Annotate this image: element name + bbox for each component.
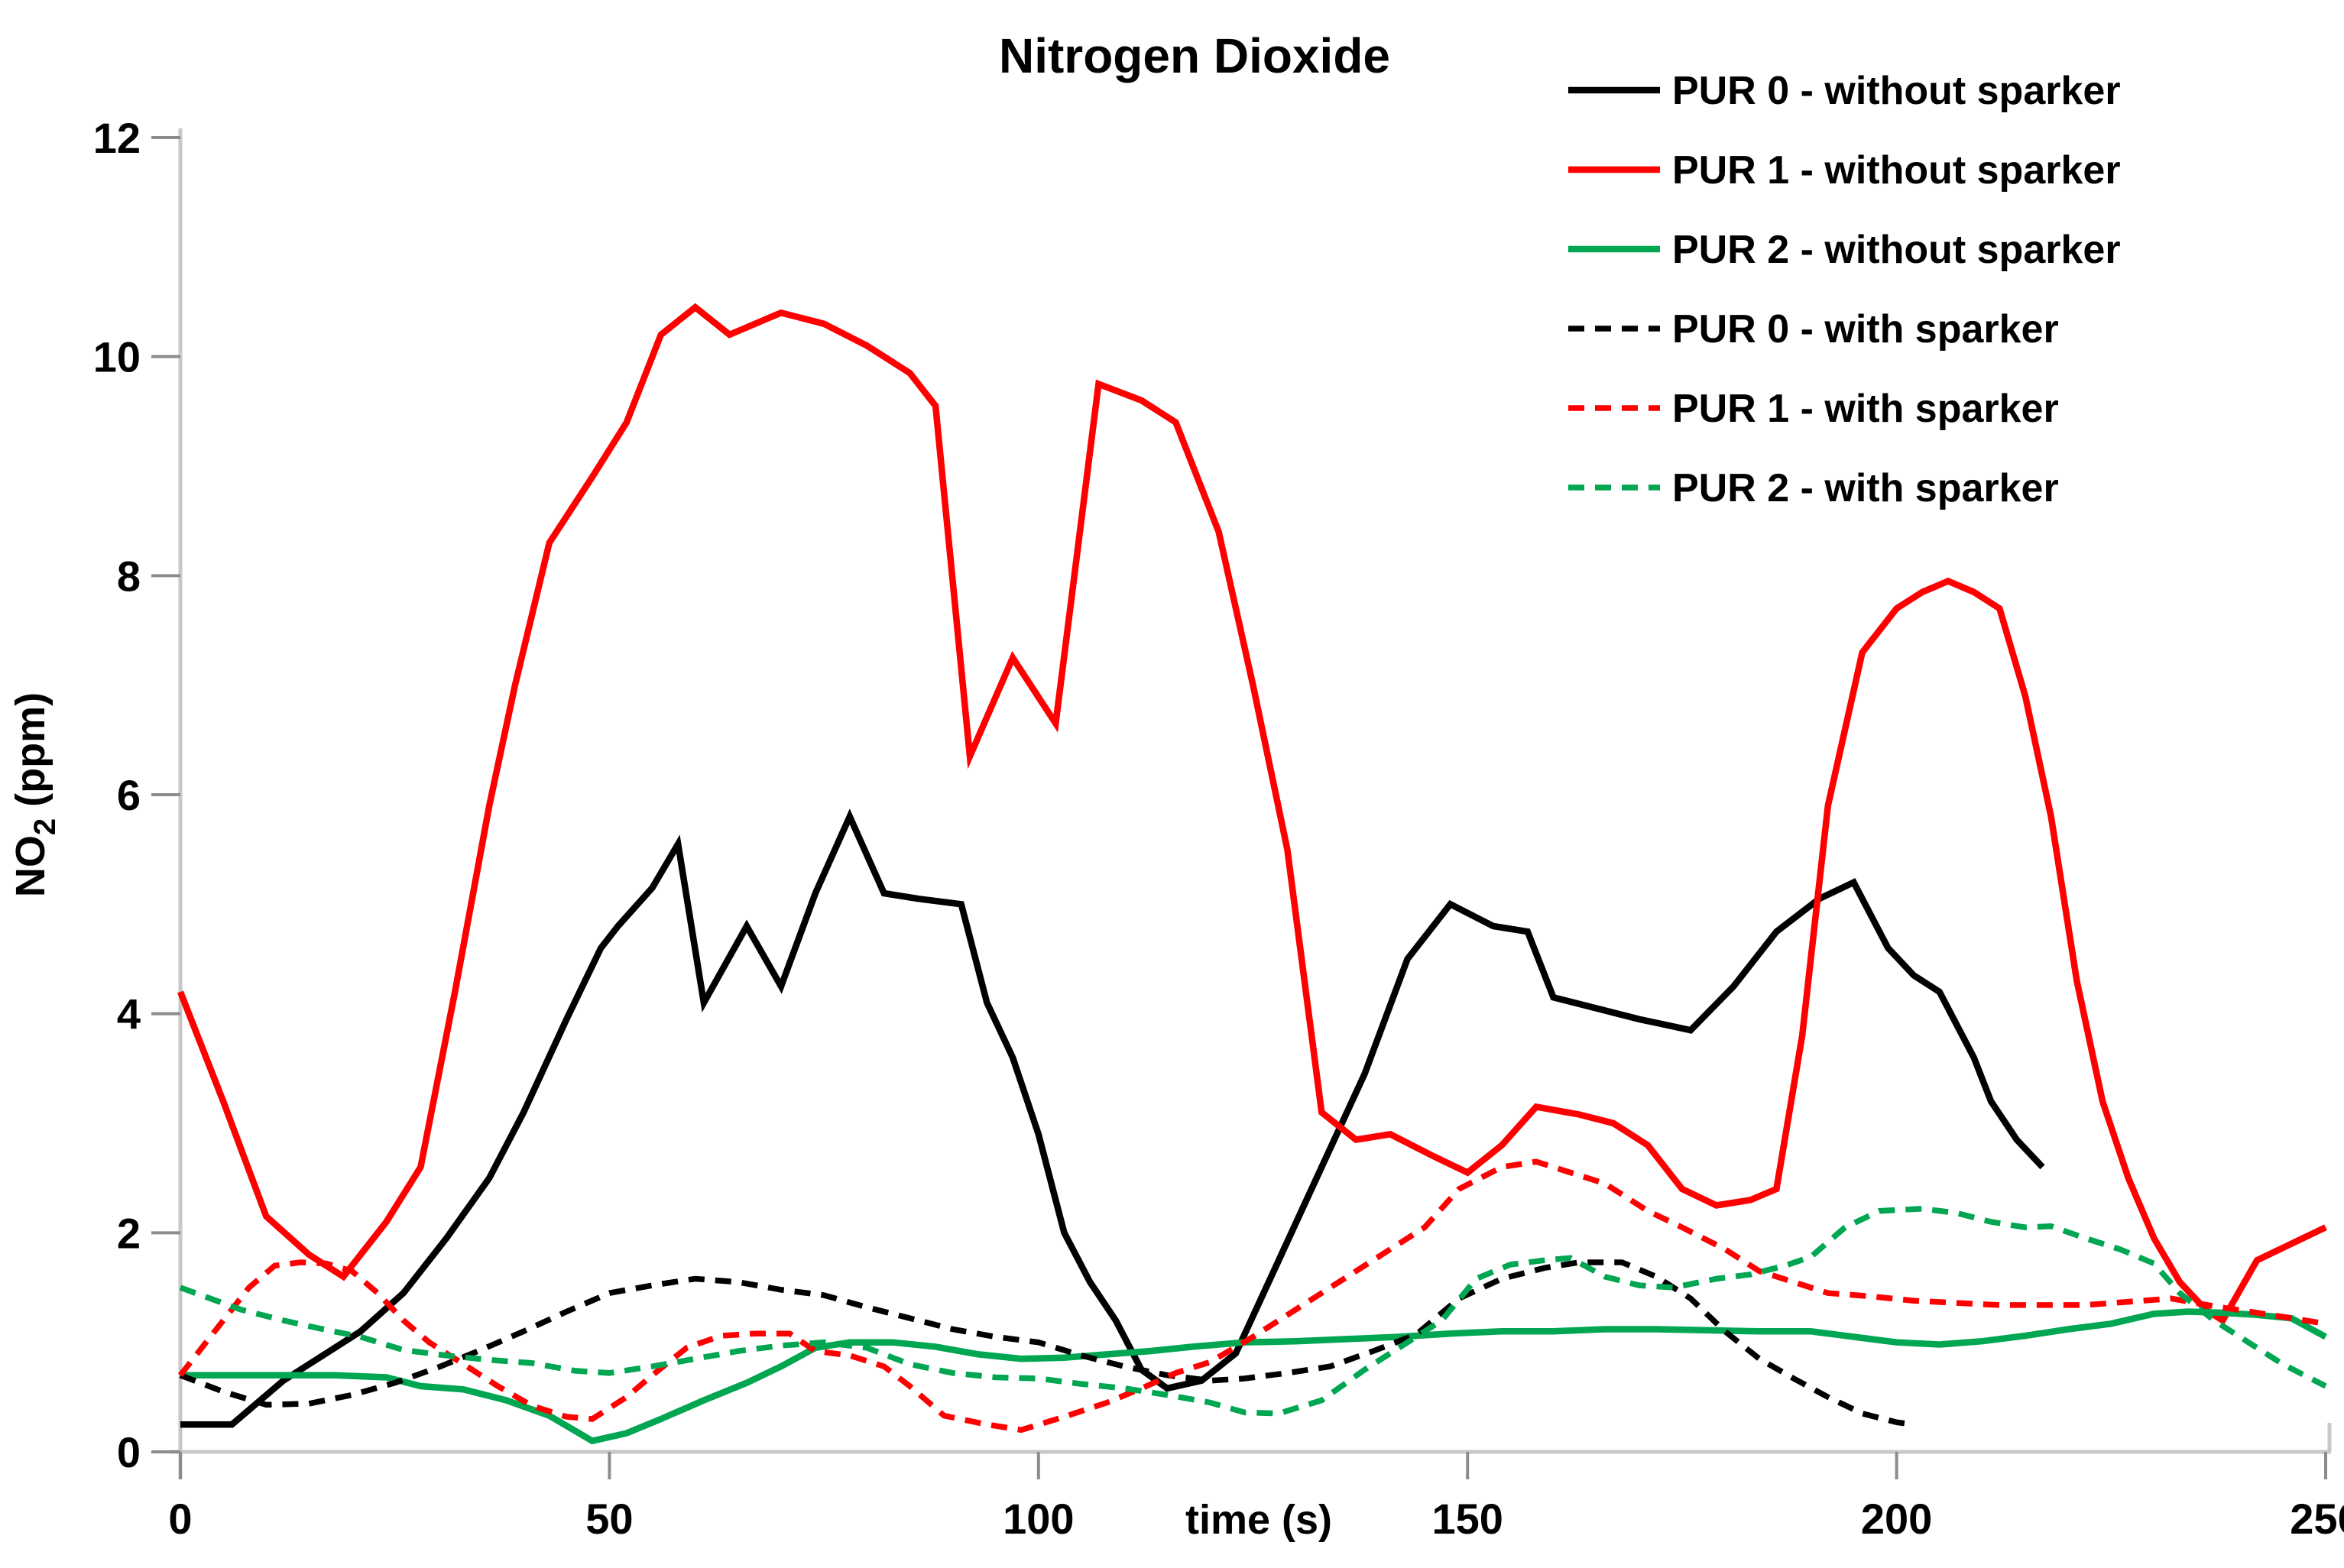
y-tick-label: 0 <box>117 1428 141 1476</box>
legend-item-label: PUR 2 - without sparker <box>1672 228 2121 272</box>
series-line-pur-2-without-sparker <box>180 1308 2328 1445</box>
legend-item: PUR 2 - without sparker <box>1568 228 2121 272</box>
legend-item: PUR 0 - without sparker <box>1568 69 2121 113</box>
x-axis-label: time (s) <box>1185 1497 1332 1543</box>
legend-item-label: PUR 0 - with sparker <box>1672 307 2059 352</box>
x-tick-label: 0 <box>168 1495 192 1543</box>
legend-item-label: PUR 2 - with sparker <box>1672 466 2059 510</box>
series-line-pur-2-with-sparker <box>179 1206 2327 1417</box>
series-layer <box>177 303 2328 1445</box>
series-line-pur-1-with-sparker <box>178 1158 2326 1434</box>
x-tick-label: 50 <box>585 1495 633 1543</box>
legend-item-label: PUR 1 - without sparker <box>1672 148 2121 193</box>
x-tick-label: 150 <box>1431 1495 1503 1543</box>
x-tick-label: 100 <box>1003 1495 1074 1543</box>
legend-item: PUR 0 - with sparker <box>1568 307 2059 352</box>
chart-title: Nitrogen Dioxide <box>999 28 1390 83</box>
series-line-pur-0-without-sparker <box>180 808 2045 1428</box>
legend-item: PUR 1 - with sparker <box>1568 387 2059 431</box>
legend-item-label: PUR 1 - with sparker <box>1672 387 2059 431</box>
x-tick-label: 200 <box>1861 1495 1932 1543</box>
x-tick-label: 250 <box>2290 1495 2344 1543</box>
legend-item: PUR 2 - with sparker <box>1568 466 2059 510</box>
y-tick-label: 6 <box>117 771 141 819</box>
axes-layer: 0 2 4 6 8 10 12 0 50 100 150 200 250 <box>93 114 2344 1543</box>
legend-item-label: PUR 0 - without sparker <box>1672 69 2121 113</box>
y-tick-label: 12 <box>93 114 141 162</box>
y-axis-label: NO2 (ppm) <box>8 692 62 897</box>
series-line-pur-0-with-sparker <box>179 1259 1914 1427</box>
y-tick-label: 4 <box>117 990 141 1038</box>
legend-item: PUR 1 - without sparker <box>1568 148 2121 193</box>
series-line-pur-1-without-sparker <box>177 303 2327 1325</box>
y-tick-label: 10 <box>93 333 141 381</box>
legend-layer: PUR 0 - without sparker PUR 1 - without s… <box>1568 69 2121 510</box>
y-tick-label: 8 <box>117 552 141 600</box>
y-tick-label: 2 <box>117 1209 141 1257</box>
